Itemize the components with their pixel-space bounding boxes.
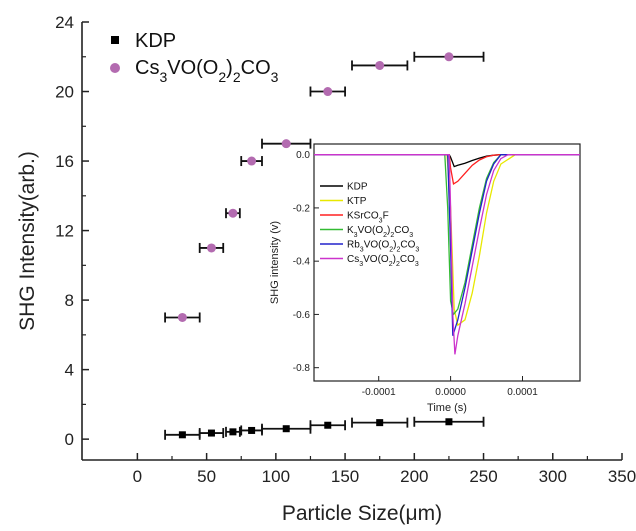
data-point — [247, 156, 257, 166]
y-tick-label: 12 — [55, 222, 74, 241]
data-point — [282, 425, 290, 433]
inset-legend-label: KTP — [347, 196, 367, 207]
y-axis-title: SHG Intensity(arb.) — [16, 151, 39, 331]
x-tick-label: 200 — [400, 467, 428, 486]
x-tick-label: 50 — [197, 467, 216, 486]
data-point — [323, 87, 333, 97]
series-kdp — [164, 416, 485, 440]
inset-y-tick-label: 0.0 — [296, 150, 310, 161]
inset-y-tick-label: -0.8 — [293, 363, 311, 374]
y-tick-label: 0 — [65, 430, 74, 449]
legend-marker-kdp — [111, 36, 119, 44]
data-point — [281, 139, 291, 149]
data-point — [177, 312, 187, 322]
inset-legend-label: KSrCO3F — [347, 211, 389, 225]
data-point — [376, 419, 384, 427]
inset-series-group — [314, 154, 580, 355]
x-tick-label: 150 — [331, 467, 359, 486]
x-tick-label: 250 — [469, 467, 497, 486]
inset-series-line — [314, 154, 580, 355]
data-point — [375, 60, 385, 70]
inset-x-axis-title: Time (s) — [427, 402, 467, 414]
y-tick-label: 20 — [55, 83, 74, 102]
y-tick-label: 24 — [55, 13, 74, 32]
inset-y-axis-title: SHG intensity (v) — [269, 221, 281, 304]
data-point — [444, 52, 454, 62]
series-cs3vo — [164, 51, 485, 323]
x-tick-label: 0 — [133, 467, 142, 486]
inset-y-tick-label: -0.2 — [293, 203, 311, 214]
x-tick-label: 350 — [608, 467, 636, 486]
data-point — [228, 208, 238, 218]
x-axis-title: Particle Size(μm) — [282, 502, 442, 525]
main-plot: 0 4 8 12 16 20 24 0 50 100 150 200 250 300 350 Particle… — [16, 13, 636, 525]
data-point — [248, 426, 256, 434]
data-point — [207, 429, 215, 437]
inset-y-tick-label: -0.4 — [293, 257, 311, 268]
legend-marker-cs3vo — [110, 63, 120, 73]
data-point — [445, 418, 453, 426]
data-point — [324, 421, 332, 429]
inset-x-tick-label: 0.0001 — [507, 387, 538, 398]
inset-plot: 0.0 -0.2 -0.4 -0.6 -0.8 -0.0001 0.0000 0.0001 Ti… — [269, 143, 581, 414]
inset-legend-label: Cs3VO(O2)2CO3 — [347, 254, 419, 268]
x-tick-label: 100 — [262, 467, 290, 486]
data-point — [178, 431, 186, 439]
y-tick-label: 4 — [65, 361, 74, 380]
inset-x-tick-label: 0.0000 — [435, 387, 466, 398]
x-tick-label: 300 — [539, 467, 567, 486]
inset-y-tick-label: -0.6 — [293, 310, 311, 321]
inset-legend-label: Rb3VO(O2)2CO3 — [347, 240, 419, 254]
inset-x-tick-label: -0.0001 — [362, 387, 396, 398]
y-tick-label: 8 — [65, 291, 74, 310]
inset-legend-label: KDP — [347, 182, 368, 193]
inset-legend-label: K3VO(O2)2CO3 — [347, 225, 413, 239]
inset-series-line — [314, 154, 580, 336]
legend-label-kdp: KDP — [135, 30, 176, 52]
data-point — [229, 428, 237, 436]
legend-label-cs3vo: Cs3VO(O2)2CO3 — [135, 57, 279, 85]
data-point — [206, 243, 216, 253]
inset-series-line — [314, 154, 580, 185]
legend: KDP Cs3VO(O2)2CO3 — [110, 30, 279, 85]
y-tick-label: 16 — [55, 152, 74, 171]
inset-series-line — [314, 154, 580, 316]
inset-legend: KDP KTP KSrCO3FK3VO(O2)2CO3Rb3VO(O2)2CO3Cs… — [320, 182, 419, 268]
